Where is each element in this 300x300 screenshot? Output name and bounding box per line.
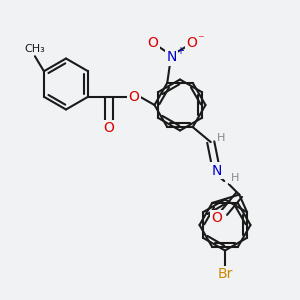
Text: CH₃: CH₃ xyxy=(25,44,45,54)
Text: H: H xyxy=(217,133,225,142)
Text: N: N xyxy=(212,164,222,178)
Text: +: + xyxy=(176,46,184,56)
Text: O: O xyxy=(186,36,197,50)
Text: O: O xyxy=(211,211,222,225)
Text: H: H xyxy=(231,173,239,183)
Text: Br: Br xyxy=(217,268,233,281)
Text: O: O xyxy=(103,121,115,135)
Text: N: N xyxy=(167,50,177,64)
Text: O: O xyxy=(128,90,140,104)
Text: ⁻: ⁻ xyxy=(197,33,204,46)
Text: O: O xyxy=(147,36,158,50)
